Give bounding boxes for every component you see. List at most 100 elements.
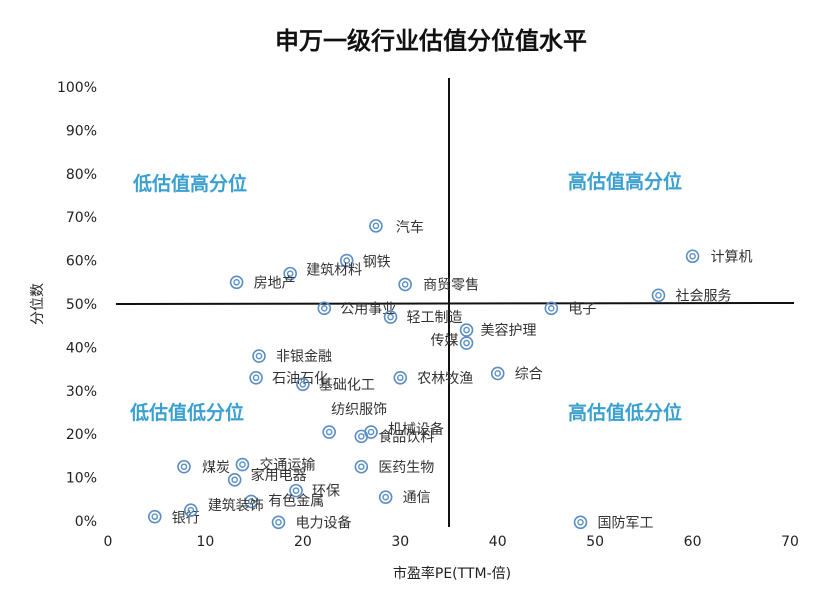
scatter-point <box>249 370 263 385</box>
x-tick-label: 70 <box>781 534 799 550</box>
scatter-point-inner <box>655 292 662 299</box>
scatter-point <box>354 429 369 444</box>
scatter-point <box>573 515 588 530</box>
scatter-point-inner <box>358 433 365 440</box>
quadrant-label-top-right: 高估值高分位 <box>568 170 682 193</box>
scatter-point <box>378 490 393 504</box>
point-label: 环保 <box>312 484 340 500</box>
scatter-point <box>651 288 666 303</box>
y-tick-label: 90% <box>66 123 97 139</box>
scatter-point-inner <box>463 326 470 334</box>
scatter-point-inner <box>255 352 263 360</box>
scatter-point-inner <box>180 463 188 471</box>
point-label: 房地产 <box>254 275 296 291</box>
scatter-point-inner <box>325 428 333 436</box>
x-tick-label: 60 <box>684 534 702 550</box>
scatter-point <box>459 323 474 337</box>
point-label: 公用事业 <box>340 301 396 317</box>
scatter-point <box>317 301 332 316</box>
scatter-point-inner <box>343 257 351 264</box>
point-label: 综合 <box>515 366 543 382</box>
scatter-point <box>229 275 244 290</box>
scatter-point <box>235 457 250 472</box>
point-label: 非银金融 <box>276 349 332 365</box>
scatter-point-inner <box>367 428 375 436</box>
y-tick-label: 100% <box>57 80 97 96</box>
point-label: 交通运输 <box>259 457 315 474</box>
point-label: 家用电器 <box>251 467 307 484</box>
scatter-point-inner <box>151 513 159 520</box>
y-tick-label: 40% <box>66 340 97 356</box>
scatter-point-inner <box>689 252 696 260</box>
scatter-point-inner <box>577 519 584 526</box>
point-label: 美容护理 <box>481 322 537 339</box>
scatter-point <box>244 494 259 509</box>
point-label: 汽车 <box>396 219 424 236</box>
scatter-point <box>398 277 412 292</box>
scatter-point <box>339 253 354 268</box>
scatter-point <box>393 370 408 385</box>
scatter-point <box>227 472 242 487</box>
horizontal-reference-line <box>115 302 795 305</box>
quadrant-label-bottom-right: 高估值低分位 <box>568 401 682 424</box>
point-label: 纺织服饰 <box>331 402 387 418</box>
x-tick-label: 0 <box>104 534 113 550</box>
point-label: 医药生物 <box>378 460 434 476</box>
scatter-point <box>271 515 286 530</box>
point-label: 有色金属 <box>268 492 324 509</box>
point-label: 建筑材料 <box>306 263 362 279</box>
point-label: 轻工制造 <box>407 310 463 326</box>
scatter-point <box>252 349 266 363</box>
reference-lines <box>115 78 795 527</box>
scatter-point-inner <box>387 313 394 321</box>
scatter-point-inner <box>358 463 365 471</box>
scatter-point-inner <box>494 370 502 377</box>
point-label: 国防军工 <box>598 515 654 531</box>
point-label: 建筑装饰 <box>208 498 264 514</box>
point-label: 计算机 <box>711 249 753 265</box>
point-label: 钢铁 <box>363 255 391 271</box>
scatter-point <box>283 266 297 281</box>
y-axis-label: 分位数 <box>30 283 46 325</box>
x-tick-label: 40 <box>489 534 507 550</box>
point-label: 商贸零售 <box>423 277 479 293</box>
x-tick-label: 50 <box>586 534 604 550</box>
y-tick-label: 10% <box>66 471 97 487</box>
point-label: 基础化工 <box>319 376 375 393</box>
scatter-point-inner <box>382 493 389 501</box>
y-tick-label: 50% <box>66 297 97 313</box>
point-label: 机械设备 <box>388 421 444 438</box>
chart-title: 申万一级行业估值分位值水平 <box>275 27 587 55</box>
scatter-point <box>544 301 559 316</box>
scatter-point-inner <box>252 374 260 382</box>
y-tick-label: 70% <box>66 210 97 226</box>
scatter-point-inner <box>233 278 240 286</box>
point-label: 银行 <box>172 511 200 527</box>
scatter-point <box>322 425 336 439</box>
y-tick-label: 60% <box>66 254 97 270</box>
point-label: 电力设备 <box>296 514 352 531</box>
scatter-point-inner <box>286 270 294 277</box>
scatter-point-inner <box>548 305 555 312</box>
scatter-point <box>685 249 700 264</box>
y-tick-label: 30% <box>66 384 97 400</box>
scatter-point-inner <box>292 487 300 494</box>
y-tick-label: 20% <box>66 427 97 443</box>
y-tick-label: 80% <box>66 167 97 183</box>
scatter-point <box>354 459 369 474</box>
quadrant-label-bottom-left: 低估值低分位 <box>129 401 244 424</box>
x-tick-labels: 0 10 20 30 40 50 60 70 <box>104 534 799 550</box>
scatter-point-inner <box>247 498 255 505</box>
x-tick-label: 30 <box>391 534 409 550</box>
scatter-point <box>369 219 383 233</box>
x-tick-label: 20 <box>294 534 312 550</box>
y-tick-labels: 0% 10% 20% 30% 40% 50% 60% 70% 80% 90% 100% <box>57 80 97 530</box>
scatter-point-inner <box>396 374 404 382</box>
scatter-point <box>383 310 398 324</box>
scatter-point-inner <box>299 380 307 388</box>
point-label: 传媒 <box>431 333 459 349</box>
point-label: 煤炭 <box>202 460 230 476</box>
